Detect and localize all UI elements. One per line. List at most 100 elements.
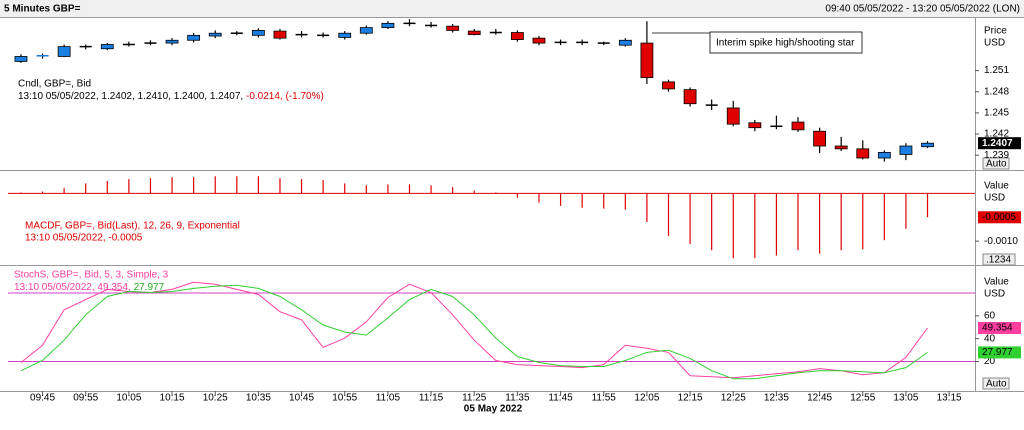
y-tick-label: 1.248: [984, 86, 1009, 97]
histogram-bar: [797, 193, 799, 251]
histogram-bar: [818, 193, 821, 254]
candle-body: [36, 55, 49, 57]
candle-body: [899, 145, 913, 155]
candle-body: [813, 130, 826, 147]
y-tick-label: 1.251: [984, 65, 1009, 76]
y-tick-label: 20: [984, 356, 996, 367]
candle-body: [403, 22, 416, 25]
axis-unit: USD: [984, 38, 1005, 49]
candle-body: [295, 33, 308, 36]
x-tick-label: 11:55: [592, 393, 617, 404]
histogram-bar: [732, 193, 734, 259]
histogram-bar: [862, 193, 864, 250]
x-tick-label: 10:05: [116, 393, 141, 404]
candle-body: [489, 31, 502, 34]
last-price-box: [978, 137, 1021, 150]
candle-body: [165, 39, 179, 44]
candle-body: [770, 125, 783, 128]
histogram-bar: [883, 193, 885, 241]
histogram-bar: [603, 193, 605, 209]
histogram-bar: [430, 185, 432, 194]
y-tick-label: -0.0010: [984, 236, 1018, 247]
last-value-box: [978, 211, 1021, 224]
y-tick-label: 1.239: [984, 150, 1009, 161]
candle-body: [425, 24, 438, 27]
auto-button[interactable]: [982, 377, 1010, 390]
last-value-box: [978, 321, 1021, 334]
header-title: 5 Minutes GBP=: [4, 4, 81, 15]
x-tick-label: 11:25: [462, 393, 487, 404]
candle-body: [726, 107, 740, 125]
candle-body: [144, 42, 157, 44]
x-tick-label: 11:45: [548, 393, 573, 404]
candle-body: [554, 41, 567, 44]
histogram-bar: [926, 193, 929, 218]
candle-body: [597, 42, 610, 44]
histogram-bar: [624, 193, 626, 210]
histogram-bar: [214, 176, 216, 194]
x-tick-label: 13:05: [893, 393, 918, 404]
auto-button[interactable]: [982, 157, 1010, 170]
histogram-bar: [20, 192, 22, 194]
last-value: -0.0005: [982, 212, 1016, 223]
candle-body: [79, 45, 92, 48]
histogram-bar: [344, 183, 346, 194]
header-bar: [0, 0, 1024, 17]
auto-button-label[interactable]: Auto: [986, 159, 1007, 170]
histogram-bar: [775, 193, 778, 256]
x-tick-label: 12:15: [678, 393, 703, 404]
candle-body: [467, 30, 481, 36]
legend-time: 13:10 05/05/2022,: [14, 282, 95, 293]
candle-body: [446, 25, 460, 31]
x-tick-label: 12:35: [764, 393, 789, 404]
candle-body: [100, 44, 114, 50]
candle-body: [532, 37, 546, 44]
histogram-bar: [128, 179, 130, 194]
x-tick-label: 13:15: [937, 393, 962, 404]
format-button[interactable]: [982, 253, 1016, 266]
histogram-bar: [495, 192, 497, 194]
legend: 13:10 05/05/2022, 1.2402, 1.2410, 1.2400…: [18, 91, 324, 102]
legend-values: 13:10 05/05/2022, 1.2402, 1.2410, 1.2400…: [18, 91, 243, 102]
candle-body: [640, 42, 654, 79]
x-tick-label: 11:15: [419, 393, 444, 404]
candle-body: [251, 29, 265, 36]
candle-body: [273, 30, 287, 39]
histogram-bar: [63, 188, 65, 194]
legend-d: 27.977: [134, 282, 165, 293]
last-price: 1.2407: [982, 138, 1013, 149]
candle-body: [338, 32, 352, 38]
legend-sep: ,: [128, 282, 131, 293]
legend-change: -0.0214, (-1.70%): [246, 91, 324, 102]
stoch-line: [20, 281, 928, 379]
histogram-bar: [905, 193, 907, 229]
x-tick-label: 09:45: [30, 393, 55, 404]
auto-button-label[interactable]: Auto: [986, 379, 1007, 390]
x-tick-label: 11:35: [505, 393, 530, 404]
x-tick-label: 10:55: [332, 393, 357, 404]
candle-body: [381, 22, 395, 28]
annotation-box: [709, 31, 863, 54]
histogram-bar: [646, 193, 648, 223]
candle-body: [791, 121, 805, 131]
y-tick-label: 1.245: [984, 108, 1009, 119]
histogram-bar: [516, 193, 519, 198]
histogram-bar: [193, 177, 195, 194]
stoch-line: [20, 284, 928, 380]
y-tick-label: 40: [984, 333, 996, 344]
format-button-label[interactable]: .1234: [986, 255, 1011, 266]
annotation: Interim spike high/shooting star: [716, 38, 855, 49]
histogram-bar: [387, 184, 389, 194]
histogram-bar: [236, 176, 238, 194]
candle-body: [576, 41, 589, 44]
candle-body: [359, 27, 373, 34]
histogram-bar: [41, 191, 44, 194]
candle-body: [748, 122, 762, 129]
histogram-bar: [106, 181, 108, 194]
x-tick-label: 10:45: [289, 393, 314, 404]
last-value-box: [978, 346, 1021, 359]
last-value: 27.977: [982, 347, 1013, 358]
histogram-bar: [754, 193, 756, 259]
axis-label: Value: [984, 277, 1009, 288]
